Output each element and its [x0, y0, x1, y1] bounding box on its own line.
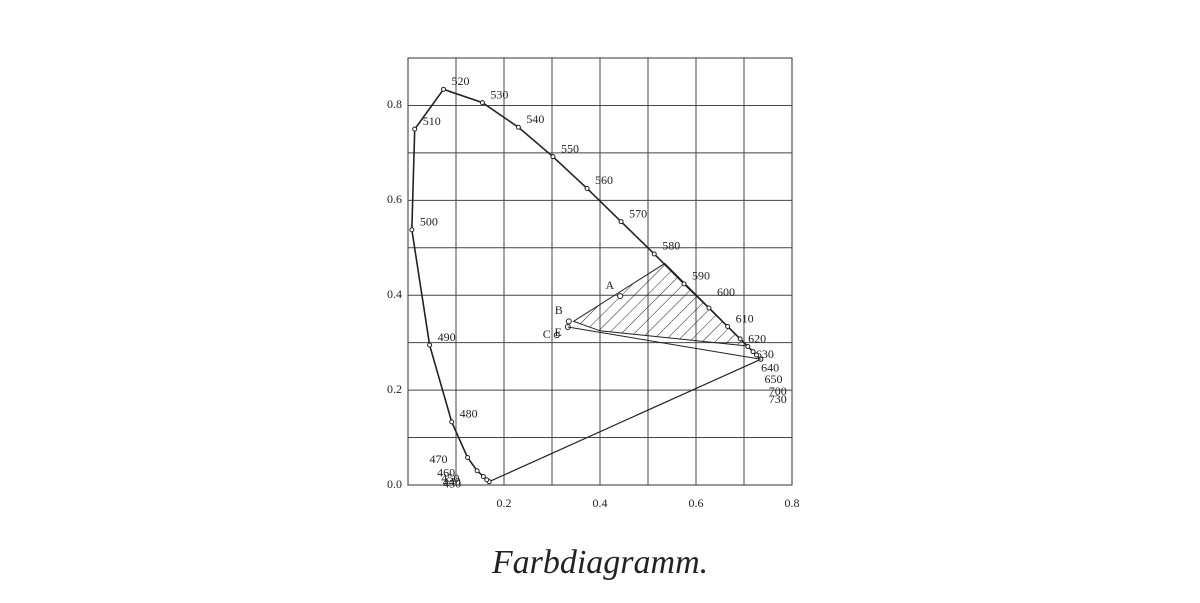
wavelength-label: 440 — [443, 475, 461, 489]
wavelength-label: 490 — [438, 330, 456, 344]
point-label: B — [555, 303, 563, 317]
locus-point — [427, 342, 433, 348]
x-tick-label: 0.4 — [593, 496, 608, 510]
locus-point — [474, 468, 480, 474]
y-tick-label: 0.0 — [387, 477, 402, 491]
locus-point — [515, 124, 521, 130]
locus-point — [737, 336, 743, 342]
wavelength-label: 640 — [761, 360, 779, 374]
locus-point — [441, 86, 447, 92]
locus-point — [465, 454, 471, 460]
locus-point — [745, 343, 751, 349]
locus-point — [412, 126, 418, 132]
locus-point — [681, 281, 687, 287]
wavelength-label: 610 — [736, 311, 754, 325]
wavelength-label: 730 — [769, 392, 787, 406]
locus-point — [409, 227, 415, 233]
locus-point — [479, 100, 485, 106]
locus-point — [651, 251, 657, 257]
y-tick-label: 0.6 — [387, 192, 402, 206]
color-point — [617, 293, 624, 300]
spectral-locus — [411, 88, 762, 483]
wavelength-label: 430 — [443, 476, 461, 490]
purple-line — [488, 358, 762, 483]
locus-point — [480, 473, 486, 479]
locus-point — [550, 154, 556, 160]
color-point — [553, 332, 560, 339]
locus-point — [618, 219, 624, 225]
y-tick-label: 0.2 — [387, 382, 402, 396]
locus-point — [706, 305, 712, 311]
point-label: C — [543, 327, 551, 341]
wavelength-label: 560 — [595, 173, 613, 187]
locus-point — [750, 349, 756, 355]
point-label: E — [554, 325, 561, 339]
y-tick-label: 0.4 — [387, 287, 402, 301]
x-tick-label: 0.8 — [785, 496, 800, 510]
wavelength-label: 460 — [437, 466, 455, 480]
wavelength-label: 580 — [662, 239, 680, 253]
point-label: A — [605, 278, 614, 292]
wavelength-label: 470 — [430, 452, 448, 466]
mixing-line — [567, 326, 761, 360]
wavelength-label: 500 — [420, 214, 438, 228]
wavelength-label: 450 — [441, 471, 459, 485]
wavelength-label: 620 — [748, 332, 766, 346]
wavelength-label: 590 — [692, 269, 710, 283]
wavelength-label: 700 — [769, 384, 787, 398]
wavelength-label: 510 — [423, 114, 441, 128]
locus-point — [584, 185, 590, 191]
color-point — [565, 318, 572, 325]
y-tick-label: 0.8 — [387, 97, 402, 111]
wavelength-label: 600 — [717, 285, 735, 299]
x-tick-label: 0.6 — [689, 496, 704, 510]
wavelength-label: 540 — [526, 112, 544, 126]
wavelength-label: 520 — [452, 74, 470, 88]
wavelength-label: 480 — [460, 407, 478, 421]
locus-point — [449, 419, 455, 425]
wavelength-label: 650 — [764, 372, 782, 386]
locus-point — [725, 324, 731, 330]
x-tick-label: 0.2 — [497, 496, 512, 510]
locus-point — [753, 352, 759, 358]
locus-point — [484, 477, 490, 483]
caption: Farbdiagramm. — [491, 544, 708, 581]
wavelength-label: 530 — [490, 87, 508, 101]
wavelength-label: 570 — [629, 206, 647, 220]
wavelength-label: 550 — [561, 141, 579, 155]
